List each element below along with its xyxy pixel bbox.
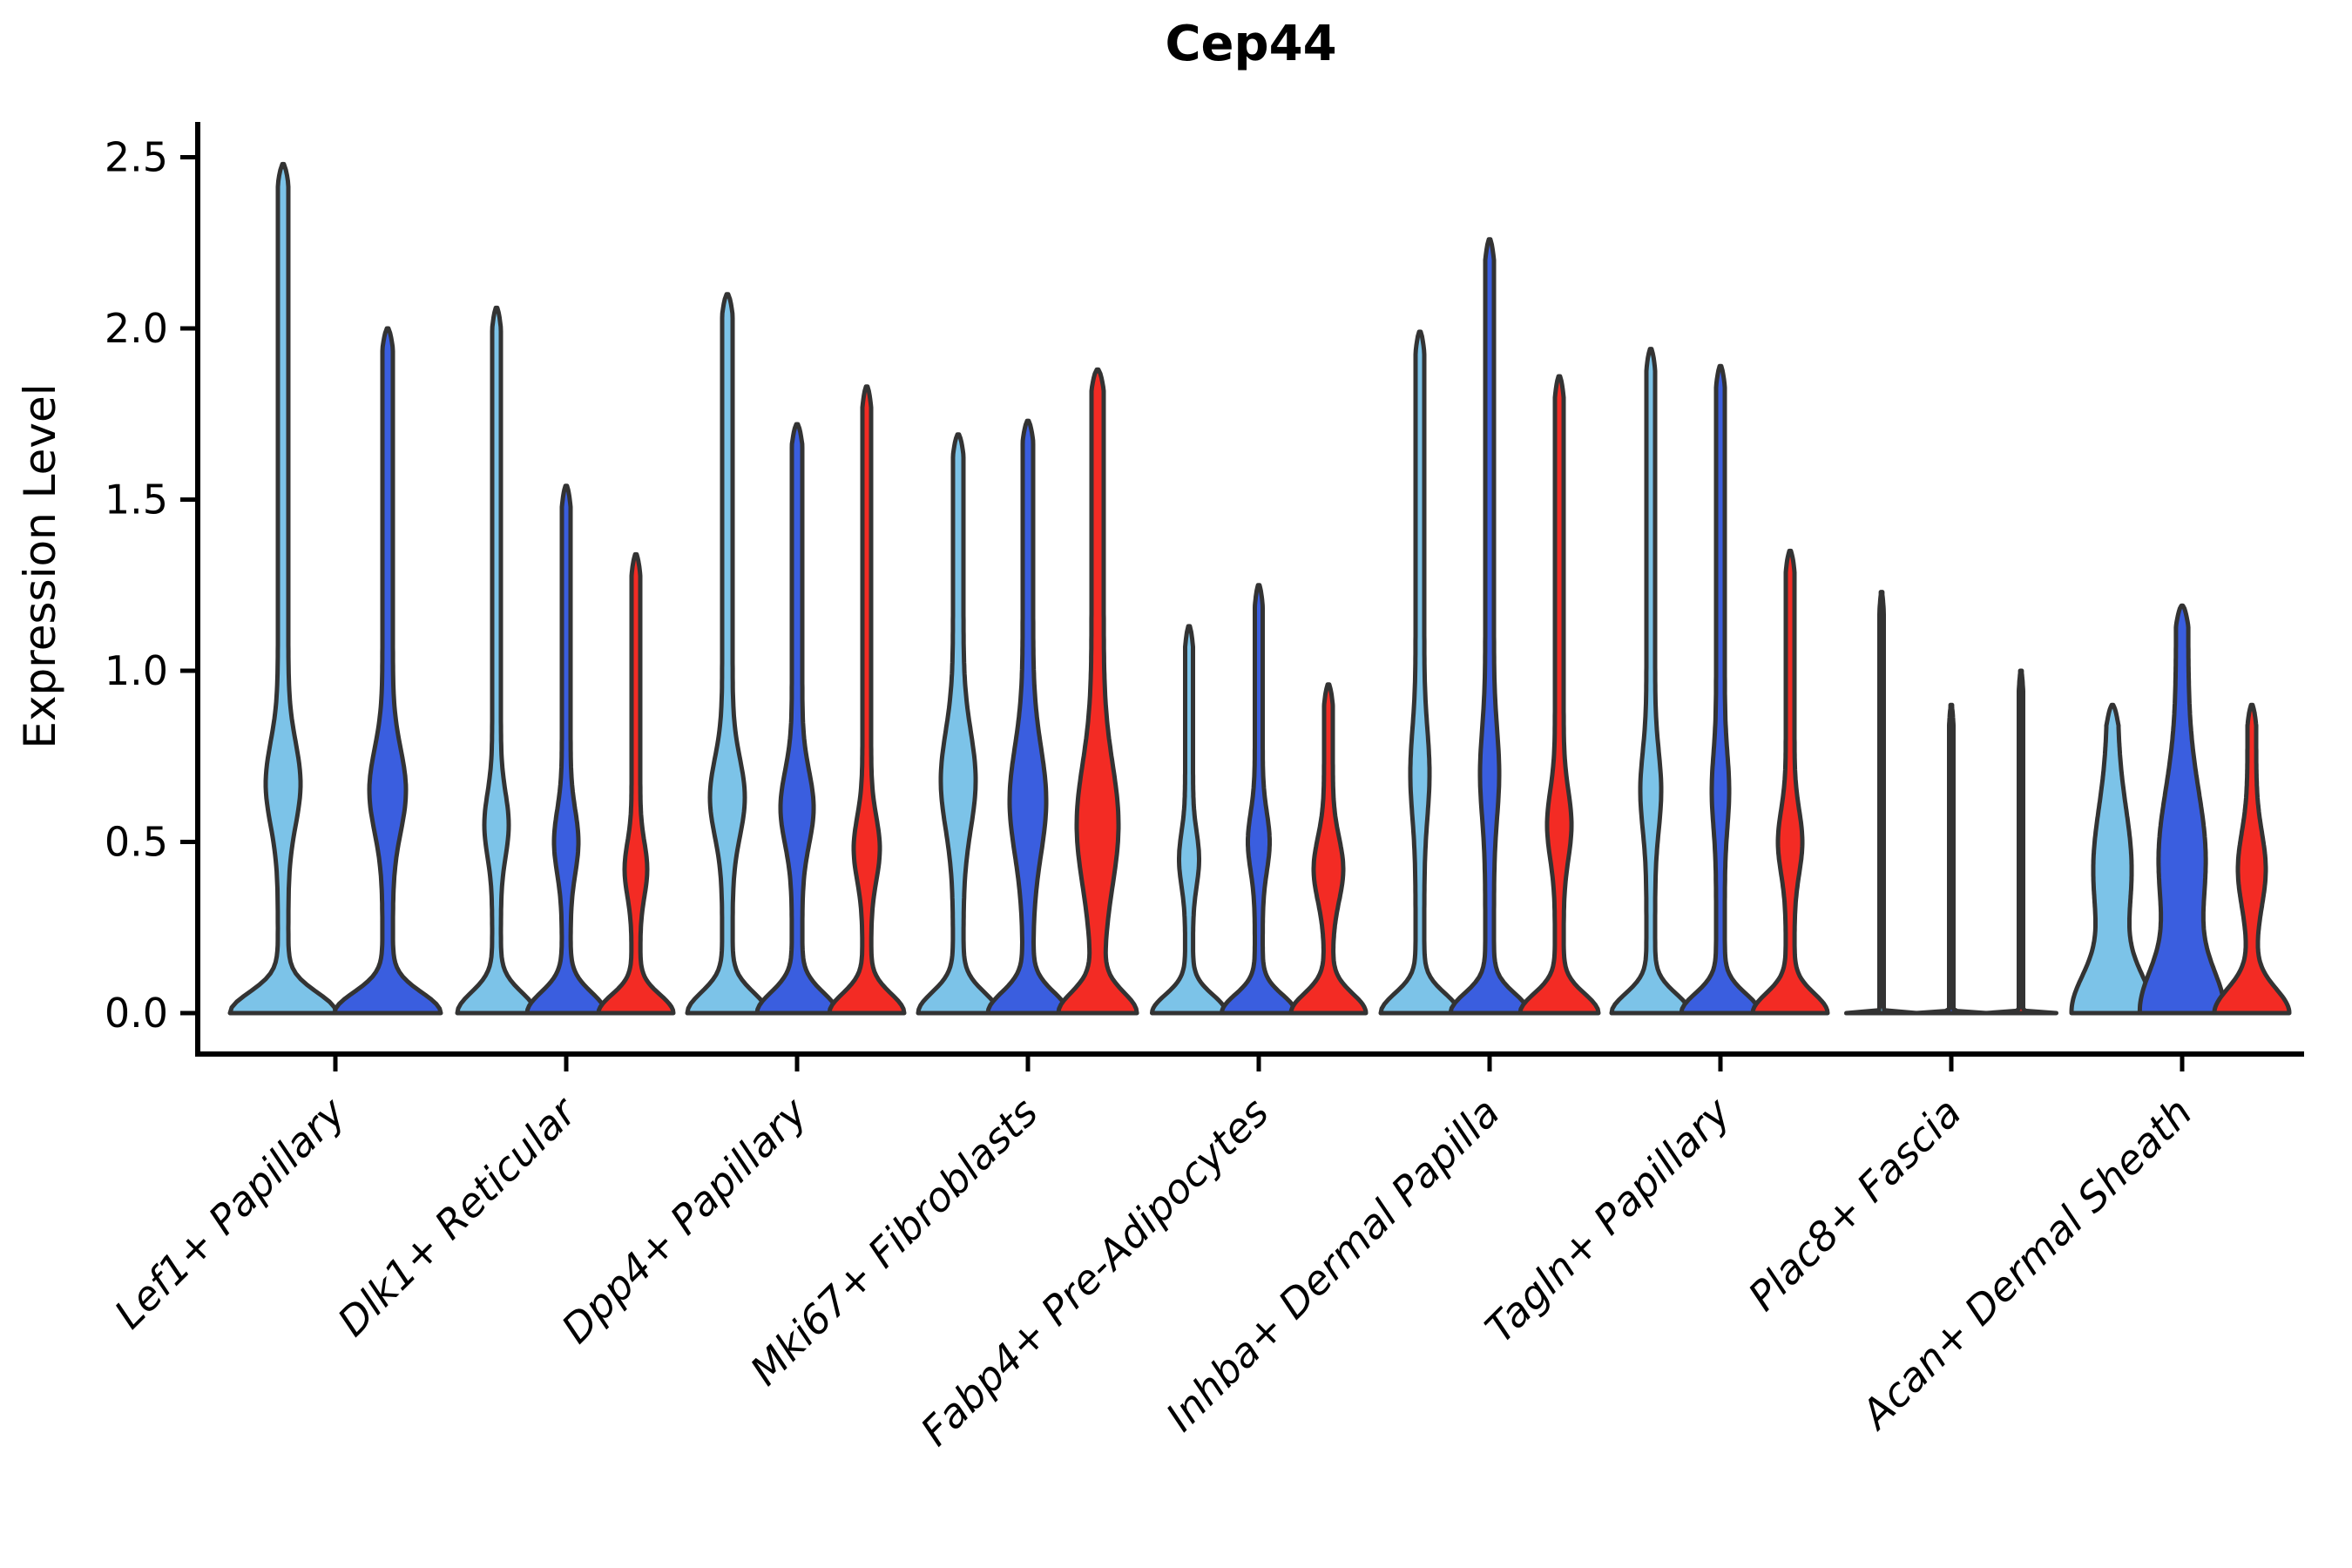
x-tick-label: Dpp4+ Papillary bbox=[552, 1088, 816, 1352]
violin-2-hue0 bbox=[685, 292, 770, 1016]
violin-1-hue1 bbox=[524, 483, 608, 1016]
y-tick-label: 0.5 bbox=[105, 819, 168, 866]
violin-6-hue2 bbox=[1750, 548, 1830, 1016]
y-tick-label: 2.0 bbox=[105, 305, 168, 352]
violin-1-hue2 bbox=[596, 551, 676, 1016]
violin-8-hue0 bbox=[2069, 702, 2156, 1016]
x-tick-label: Dlk1+ Reticular bbox=[328, 1086, 587, 1345]
x-tick-label: Lef1+ Papillary bbox=[105, 1088, 355, 1337]
violin-7-hue0 bbox=[1844, 590, 1919, 1016]
violin-4-hue1 bbox=[1220, 583, 1298, 1016]
violin-5-hue2 bbox=[1517, 374, 1601, 1016]
y-axis-title: Expression Level bbox=[15, 383, 65, 749]
violin-5-hue0 bbox=[1378, 329, 1462, 1016]
y-tick-label: 2.5 bbox=[105, 134, 168, 181]
violin-4-hue0 bbox=[1150, 624, 1228, 1016]
violin-2-hue2 bbox=[827, 384, 907, 1016]
x-tick-label: Tagln+ Papillary bbox=[1476, 1088, 1740, 1352]
violin-6-hue1 bbox=[1679, 363, 1762, 1016]
violin-3-hue0 bbox=[916, 432, 1001, 1016]
y-tick-label: 0.0 bbox=[105, 990, 168, 1037]
violin-5-hue1 bbox=[1448, 237, 1531, 1016]
chart-title: Cep44 bbox=[1165, 16, 1337, 72]
violin-6-hue0 bbox=[1609, 347, 1693, 1016]
violin-2-hue1 bbox=[754, 422, 840, 1016]
y-tick-label: 1.0 bbox=[105, 647, 168, 694]
violin-7-hue2 bbox=[1984, 668, 2058, 1016]
violin-0-hue0 bbox=[227, 161, 339, 1016]
x-tick-label: Plac8+ Fascia bbox=[1739, 1089, 1970, 1320]
violin-8-hue2 bbox=[2212, 702, 2292, 1016]
violin-3-hue1 bbox=[985, 418, 1071, 1016]
violin-0-hue1 bbox=[332, 326, 443, 1016]
y-tick-label: 1.5 bbox=[105, 476, 168, 524]
violin-4-hue2 bbox=[1288, 682, 1369, 1016]
violin-1-hue0 bbox=[455, 305, 538, 1016]
violin-7-hue1 bbox=[1914, 702, 1989, 1016]
violin-8-hue1 bbox=[2137, 603, 2227, 1016]
violin-3-hue2 bbox=[1056, 367, 1139, 1016]
